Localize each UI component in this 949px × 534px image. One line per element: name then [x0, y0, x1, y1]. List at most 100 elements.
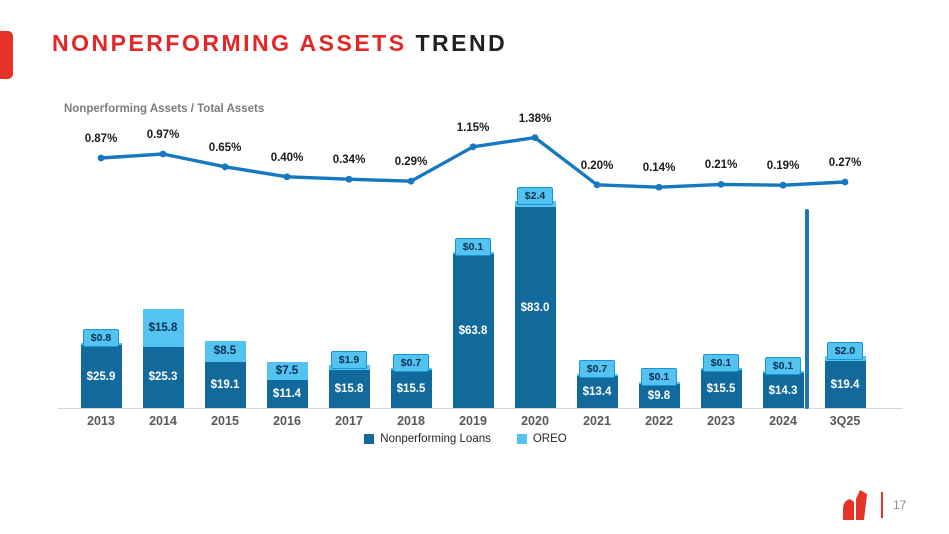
oreo-value-callout: $0.1: [765, 357, 801, 376]
category-label: 2016: [273, 414, 301, 428]
legend-swatch-oreo: [516, 434, 527, 444]
oreo-value-callout: $0.1: [455, 237, 491, 256]
line-point: [779, 181, 787, 189]
chart-axis-title: Nonperforming Assets / Total Assets: [64, 103, 265, 115]
pct-data-label: 1.38%: [518, 112, 552, 125]
category-label: 2021: [583, 414, 611, 428]
brand-logo-icon: [843, 490, 867, 520]
pct-data-label: 0.65%: [208, 141, 242, 154]
legend-label-oreo: OREO: [532, 433, 567, 445]
loans-value-label: $13.4: [582, 385, 612, 398]
line-point: [345, 175, 353, 183]
loans-value-label: $14.3: [768, 384, 798, 397]
legend-item-nonperforming-loans: Nonperforming Loans: [364, 433, 491, 445]
oreo-value-callout: $0.8: [83, 329, 119, 348]
legend-swatch-loans: [364, 434, 375, 444]
oreo-value-callout: $0.7: [393, 354, 429, 373]
loans-value-label: $15.8: [334, 382, 364, 395]
line-point: [221, 163, 229, 171]
page-title-highlight: NONPERFORMING ASSETS: [52, 30, 407, 56]
bar-loans-segment: $9.8: [638, 384, 680, 408]
title-accent-bar: [0, 31, 13, 79]
oreo-value-label: $15.8: [148, 321, 178, 334]
bar-loans-segment: $15.8: [328, 369, 370, 408]
category-label: 2018: [397, 414, 425, 428]
bar-loans-segment: $19.1: [204, 361, 246, 408]
page-title: NONPERFORMING ASSETS TREND: [52, 30, 507, 57]
footer-divider: [881, 492, 883, 518]
oreo-value-callout: $1.9: [331, 351, 367, 370]
loans-value-label: $9.8: [647, 390, 671, 403]
category-label: 2017: [335, 414, 363, 428]
oreo-value-callout: $0.1: [703, 354, 739, 373]
bar-loans-segment: $25.3: [142, 346, 184, 408]
line-point: [841, 178, 849, 186]
line-point: [655, 183, 663, 191]
category-label: 2019: [459, 414, 487, 428]
oreo-value-callout: $0.7: [579, 359, 615, 378]
category-label: 2014: [149, 414, 177, 428]
line-point: [717, 181, 725, 188]
bar-loans-segment: $83.0: [514, 207, 556, 408]
line-point: [283, 173, 291, 181]
pct-data-label: 1.15%: [456, 121, 490, 134]
bar-oreo-segment: [142, 308, 184, 347]
category-label: 2020: [521, 414, 549, 428]
line-point: [159, 150, 167, 158]
pct-data-label: 0.40%: [270, 151, 304, 164]
category-label: 3Q25: [829, 414, 861, 428]
slide-footer: 17: [841, 488, 909, 522]
line-point: [469, 143, 477, 151]
bar-loans-segment: $19.4: [824, 361, 866, 408]
category-label: 2015: [211, 414, 239, 428]
pct-data-label: 0.87%: [84, 133, 118, 145]
period-separator-line: [805, 209, 809, 409]
oreo-value-label: $7.5: [275, 365, 299, 378]
bar-loans-segment: $25.9: [80, 345, 122, 408]
loans-value-label: $19.1: [210, 378, 240, 391]
oreo-value-callout: $2.4: [517, 187, 553, 206]
pct-data-label: 0.97%: [146, 129, 180, 141]
bar-loans-segment: $15.5: [700, 370, 742, 408]
bar-loans-segment: $15.5: [390, 370, 432, 408]
category-label: 2022: [645, 414, 673, 428]
bar-loans-segment: $11.4: [266, 380, 308, 408]
loans-value-label: $15.5: [396, 383, 426, 396]
x-axis-line: [58, 408, 903, 409]
pct-data-label: 0.20%: [580, 159, 614, 172]
loans-value-label: $19.4: [830, 378, 860, 391]
oreo-value-label: $8.5: [213, 345, 237, 358]
line-point: [407, 177, 415, 185]
bar-oreo-segment: [204, 341, 246, 362]
loans-value-label: $11.4: [272, 388, 302, 401]
loans-value-label: $63.8: [458, 324, 488, 337]
bar-loans-segment: $63.8: [452, 253, 494, 408]
chart-legend: Nonperforming Loans OREO: [0, 433, 931, 445]
line-point: [531, 134, 539, 142]
category-label: 2024: [769, 414, 797, 428]
bar-oreo-segment: [266, 362, 308, 381]
pct-data-label: 0.27%: [828, 157, 862, 169]
oreo-value-callout: $2.0: [827, 342, 863, 361]
line-point: [97, 154, 105, 162]
loans-value-label: $25.3: [148, 371, 178, 384]
pct-data-label: 0.14%: [642, 162, 676, 175]
loans-value-label: $83.0: [520, 301, 550, 314]
legend-label-loans: Nonperforming Loans: [380, 433, 491, 445]
loans-value-label: $15.5: [706, 383, 736, 396]
line-point: [593, 181, 601, 189]
pct-data-label: 0.19%: [766, 160, 800, 173]
page-number: 17: [893, 498, 907, 512]
category-label: 2013: [87, 414, 115, 428]
loans-value-label: $25.9: [86, 370, 116, 383]
category-label: 2023: [707, 414, 735, 428]
pct-data-label: 0.29%: [394, 156, 428, 169]
pct-data-label: 0.34%: [332, 154, 366, 167]
pct-data-label: 0.21%: [704, 159, 738, 172]
page-title-rest: TREND: [415, 30, 508, 56]
bar-loans-segment: $13.4: [576, 375, 618, 408]
bar-loans-segment: $14.3: [762, 373, 804, 408]
legend-item-oreo: OREO: [516, 433, 567, 445]
